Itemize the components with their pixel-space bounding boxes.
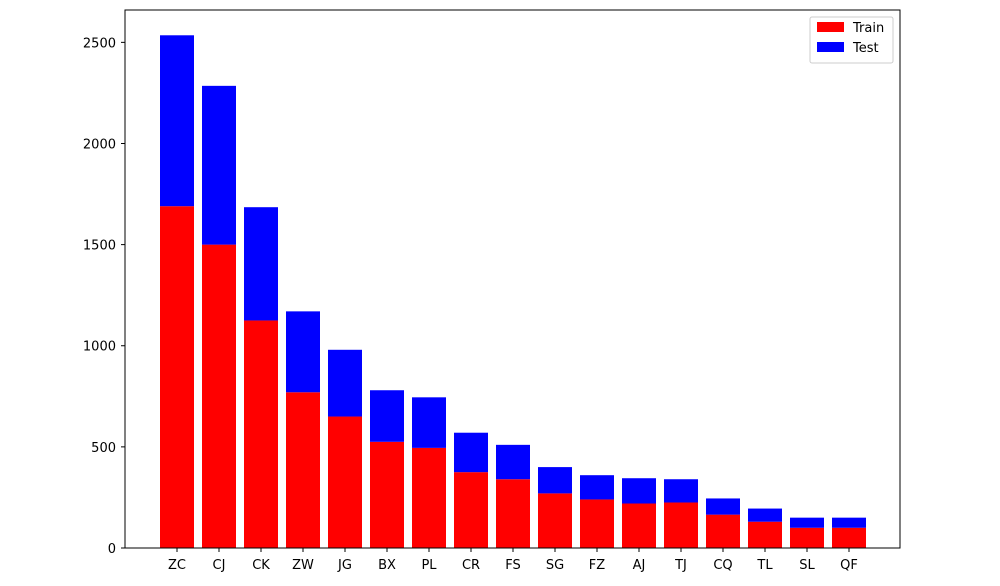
x-tick-label-fs: FS [505,558,521,573]
legend: Train Test [809,16,894,64]
x-tick-label-ck: CK [252,558,270,573]
bar-train-jg [328,416,362,548]
bar-test-fs [496,444,530,480]
bar-train-zw [286,392,320,548]
bar-train-ck [244,320,278,548]
y-tick-label-1000: 1000 [83,340,116,355]
bar-train-zc [160,206,194,548]
bar-train-tj [664,502,698,548]
y-tick-label-0: 0 [108,542,116,557]
legend-swatch-test [817,42,844,52]
y-axis: 0 500 1000 1500 2000 2500 [83,36,125,557]
bar-test-fz [580,475,614,500]
bar-test-zw [286,311,320,393]
legend-label-train: Train [852,21,884,36]
bar-train-sl [790,527,824,548]
bar-train-cq [706,514,740,548]
x-tick-label-fz: FZ [589,558,605,573]
bar-test-qf [832,517,866,528]
x-tick-label-jg: JG [337,558,352,573]
bar-test-pl [412,397,446,448]
bar-train-cr [454,472,488,548]
y-tick-label-1500: 1500 [83,239,116,254]
x-tick-label-cr: CR [462,558,480,573]
bar-test-jg [328,349,362,417]
legend-swatch-train [817,22,844,32]
bar-train-sg [538,493,572,548]
x-tick-label-sl: SL [799,558,815,573]
x-tick-label-tl: TL [756,558,773,573]
bar-train-tl [748,521,782,548]
bar-test-aj [622,478,656,504]
x-tick-label-cq: CQ [713,558,732,573]
bar-test-tj [664,479,698,503]
bar-test-ck [244,207,278,321]
bar-test-cr [454,432,488,473]
legend-label-test: Test [852,41,879,56]
bar-train-cj [202,244,236,548]
bar-test-tl [748,508,782,522]
bar-test-bx [370,390,404,442]
bar-train-aj [622,503,656,548]
x-tick-label-aj: AJ [633,558,646,573]
x-axis: ZC CJ CK ZW JG BX PL CR FS SG FZ AJ TJ CQ TL SL QF [168,548,858,573]
x-tick-label-zc: ZC [168,558,186,573]
x-tick-label-tj: TJ [674,558,687,573]
bar-train-fs [496,479,530,548]
x-tick-label-sg: SG [546,558,564,573]
x-tick-label-qf: QF [840,558,858,573]
bar-train-pl [412,447,446,548]
bar-train-bx [370,441,404,548]
x-tick-label-bx: BX [378,558,396,573]
bar-test-cq [706,498,740,515]
bar-test-sg [538,467,572,494]
x-tick-label-cj: CJ [213,558,226,573]
bars-group [160,35,866,548]
y-tick-label-2000: 2000 [83,137,116,152]
x-tick-label-pl: PL [421,558,437,573]
bar-train-qf [832,527,866,548]
bar-train-fz [580,499,614,548]
x-tick-label-zw: ZW [292,558,314,573]
bar-test-cj [202,85,236,245]
y-tick-label-2500: 2500 [83,36,116,51]
bar-test-zc [160,35,194,207]
bar-test-sl [790,517,824,528]
y-tick-label-500: 500 [91,441,116,456]
